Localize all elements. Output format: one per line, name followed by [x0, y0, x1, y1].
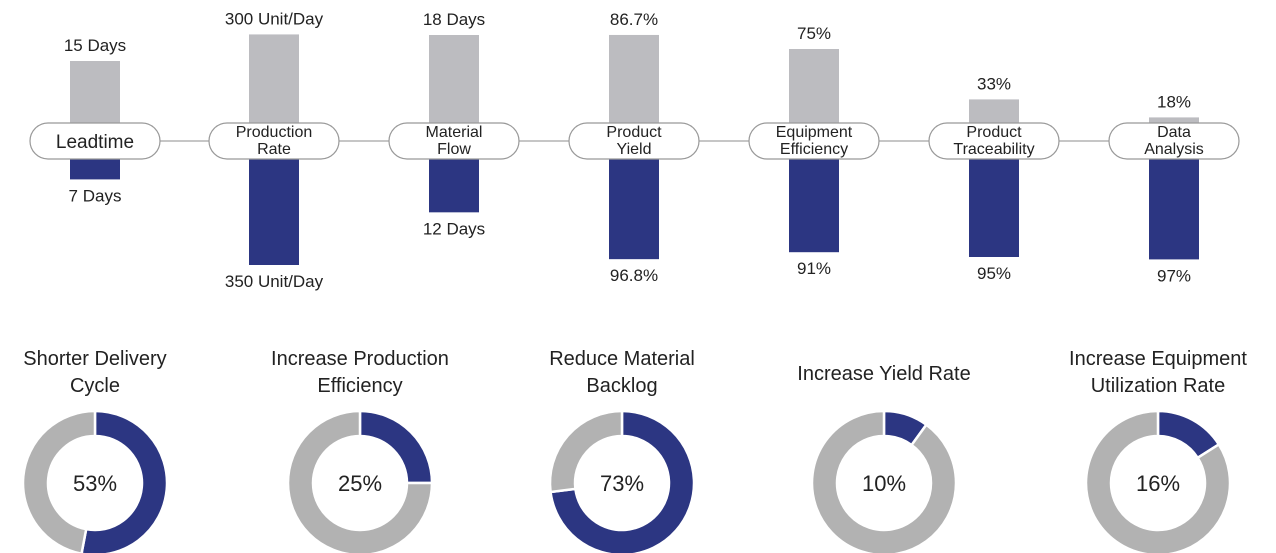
category-label: Material	[426, 124, 483, 141]
category-pill	[29, 122, 161, 160]
donut-center-label: 16%	[1136, 471, 1180, 496]
bar-before	[249, 34, 299, 139]
category-label: Flow	[437, 141, 471, 158]
bar-after-label: 91%	[797, 259, 831, 278]
bar-after-label: 95%	[977, 264, 1011, 283]
donut-title: Increase Equipment	[1069, 348, 1247, 370]
donut-title: Shorter Delivery	[23, 348, 166, 370]
bar-after	[609, 143, 659, 260]
donut-title: Reduce Material	[549, 348, 695, 370]
category-label: Rate	[257, 141, 291, 158]
category-pill	[568, 122, 700, 160]
bar-before-label: 18%	[1157, 92, 1191, 111]
donut-title: Increase Production	[271, 348, 449, 370]
category-label: Product	[966, 124, 1022, 141]
bar-before-label: 15 Days	[64, 36, 126, 55]
bar-before-label: 75%	[797, 24, 831, 43]
category-pill	[1108, 122, 1240, 160]
bar-after-label: 12 Days	[423, 219, 485, 238]
bar-before	[429, 35, 479, 139]
donut-title: Backlog	[586, 375, 657, 397]
bar-after	[969, 143, 1019, 257]
category-label: Efficiency	[780, 141, 848, 158]
bar-after-label: 96.8%	[610, 266, 658, 285]
bar-after	[249, 143, 299, 265]
donut-title: Efficiency	[317, 375, 402, 397]
bar-before-label: 33%	[977, 74, 1011, 93]
bar-after	[1149, 143, 1199, 260]
category-label: Product	[606, 124, 662, 141]
category-label: Equipment	[776, 124, 853, 141]
donut-slice-rest	[286, 409, 434, 553]
donut-title: Increase Yield Rate	[797, 363, 970, 385]
category-label: Traceability	[953, 141, 1034, 158]
category-pill	[208, 122, 340, 160]
donut-layer: Shorter Delivery Cycle 53% Increase Product…	[21, 348, 1247, 553]
donut-slice-rest	[810, 409, 958, 553]
bar-before-label: 18 Days	[423, 10, 485, 29]
category-pill	[748, 122, 880, 160]
donut-center-label: 73%	[600, 471, 644, 496]
bar-after-label: 97%	[1157, 266, 1191, 285]
bar-after	[789, 143, 839, 253]
donut-title: Utilization Rate	[1091, 375, 1226, 397]
donut-center-label: 25%	[338, 471, 382, 496]
category-pill	[928, 122, 1060, 160]
category-label: Production	[236, 124, 313, 141]
donut-slice-value	[549, 409, 696, 553]
category-label: Leadtime	[56, 132, 134, 153]
bar-before	[609, 34, 659, 139]
donut-slice-rest	[21, 409, 97, 553]
bar-before-label: 300 Unit/Day	[225, 9, 324, 28]
category-label: Data	[1157, 124, 1191, 141]
category-pill	[388, 122, 520, 160]
bar-after-label: 7 Days	[69, 186, 122, 205]
donut-slice-rest	[548, 409, 624, 494]
donut-center-label: 53%	[73, 471, 117, 496]
donut-slice-rest	[1084, 409, 1232, 553]
bar-after-label: 350 Unit/Day	[225, 272, 324, 291]
bar-label-layer: 15 Days 7 Days 300 Unit/Day 350 Unit/Day 18 …	[64, 9, 1191, 291]
category-label: Analysis	[1144, 141, 1204, 158]
donut-title: Cycle	[70, 375, 120, 397]
donut-center-label: 10%	[862, 471, 906, 496]
donut-slice-value	[80, 409, 169, 553]
bar-before-label: 86.7%	[610, 10, 658, 29]
category-label: Yield	[617, 141, 652, 158]
